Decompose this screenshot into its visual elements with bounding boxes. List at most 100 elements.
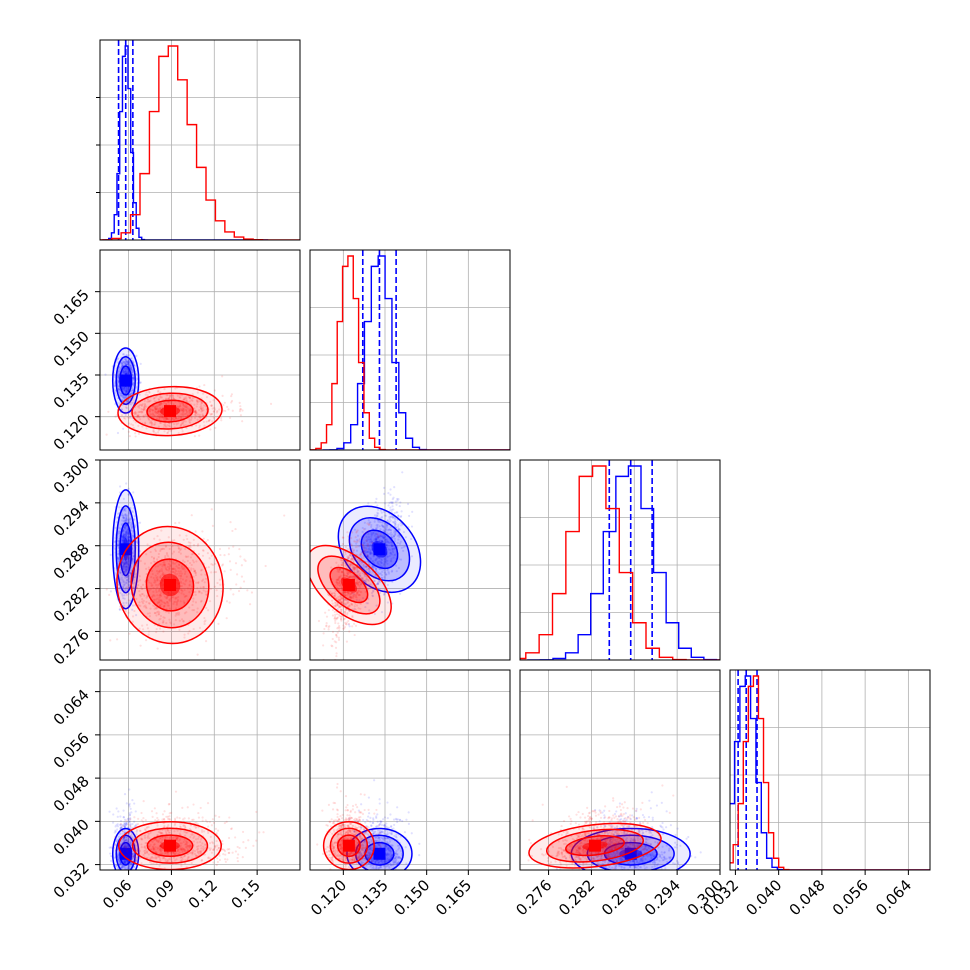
sample-point: [124, 568, 127, 571]
sample-point: [180, 423, 183, 426]
sample-point: [406, 502, 410, 506]
sample-point: [161, 414, 164, 417]
sample-point: [159, 590, 163, 593]
sample-point: [121, 593, 124, 596]
sample-point: [131, 509, 134, 513]
sample-point: [170, 596, 173, 599]
sample-point: [244, 559, 247, 563]
sample-point: [201, 414, 204, 417]
sample-point: [264, 564, 267, 568]
sample-point: [138, 521, 142, 524]
sample-point: [120, 523, 123, 527]
sample-point: [408, 514, 411, 518]
sample-point: [130, 357, 133, 360]
sample-point: [188, 408, 191, 411]
sample-point: [190, 418, 193, 421]
sample-point: [179, 396, 182, 399]
sample-point: [143, 407, 146, 410]
sample-point: [188, 396, 191, 399]
sample-point: [344, 545, 348, 549]
sample-point: [127, 371, 130, 374]
red-histogram: [730, 675, 930, 870]
sample-point: [116, 431, 120, 435]
sample-point: [357, 539, 360, 542]
sample-point: [159, 569, 162, 572]
hist-panel-3: [729, 669, 931, 871]
sample-point: [121, 514, 124, 517]
sample-point: [239, 414, 243, 417]
sample-point: [128, 539, 131, 542]
sample-point: [351, 531, 354, 534]
sample-point: [327, 609, 330, 612]
sample-point: [117, 375, 120, 378]
sample-point: [116, 638, 119, 641]
sample-point: [128, 362, 131, 366]
sample-point: [157, 425, 160, 428]
sample-point: [124, 392, 128, 395]
sample-point: [196, 413, 200, 416]
sample-point: [122, 396, 126, 399]
sample-point: [129, 392, 133, 395]
sample-point: [185, 397, 188, 401]
sample-point: [199, 416, 203, 419]
sample-point: [165, 622, 168, 625]
sample-point: [160, 402, 163, 405]
sample-point: [188, 397, 192, 400]
sample-point: [162, 561, 165, 564]
sample-point: [137, 424, 140, 428]
sample-point: [123, 583, 126, 586]
sample-point: [123, 536, 126, 539]
sample-point: [127, 557, 130, 561]
sample-point: [241, 409, 244, 412]
sample-point: [126, 566, 129, 569]
sample-point: [191, 393, 194, 396]
sample-point: [128, 360, 131, 364]
sample-point: [389, 506, 392, 509]
sample-point: [158, 421, 162, 425]
sample-point: [117, 375, 120, 378]
sample-point: [121, 594, 124, 597]
sample-point: [126, 386, 129, 389]
sample-point: [140, 411, 143, 414]
sample-point: [124, 372, 127, 375]
sample-point: [124, 513, 127, 516]
sample-point: [117, 588, 120, 591]
sample-point: [394, 500, 397, 503]
sample-point: [118, 387, 121, 390]
sample-point: [125, 389, 128, 392]
sample-point: [163, 430, 166, 433]
sample-point: [123, 565, 126, 569]
sample-point: [158, 415, 161, 418]
sample-point: [128, 364, 131, 367]
sample-point: [248, 603, 252, 606]
sample-point: [121, 565, 124, 568]
sample-point: [193, 407, 196, 410]
sample-point: [238, 547, 241, 551]
sample-point: [170, 401, 173, 404]
sample-point: [122, 360, 126, 364]
sample-point: [122, 370, 125, 373]
sample-point: [391, 505, 394, 508]
sample-point: [151, 572, 154, 576]
sample-point: [127, 350, 130, 353]
sample-point: [354, 540, 357, 543]
sample-point: [115, 521, 118, 524]
sample-point: [122, 567, 125, 570]
sample-point: [359, 553, 363, 556]
sample-point: [121, 398, 124, 402]
sample-point: [117, 375, 120, 379]
sample-point: [120, 538, 124, 541]
hist-panel-0: [99, 39, 301, 241]
sample-point: [123, 526, 126, 529]
sample-point: [149, 413, 152, 416]
sample-point: [348, 538, 351, 542]
sample-point: [122, 601, 125, 605]
sample-point: [224, 409, 227, 413]
sample-point: [201, 530, 204, 533]
sample-point: [160, 402, 163, 405]
sample-point: [220, 416, 223, 420]
sample-point: [159, 413, 162, 416]
sample-point: [154, 410, 157, 413]
sample-point: [198, 409, 201, 412]
sample-point: [127, 361, 130, 364]
